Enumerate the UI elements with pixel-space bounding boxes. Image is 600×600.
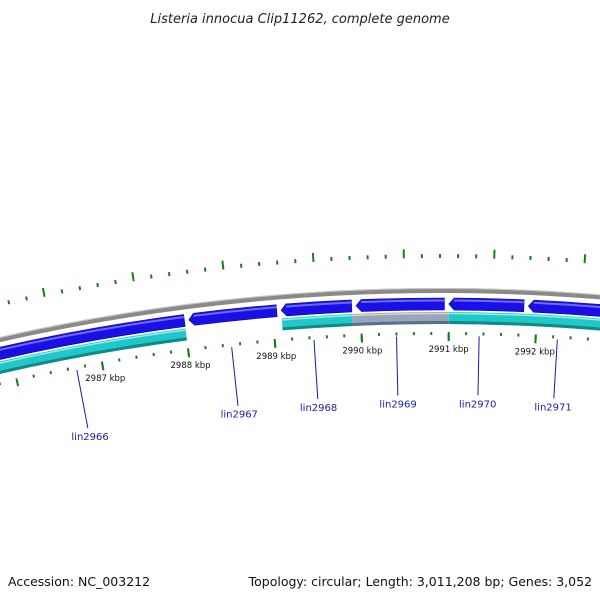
position-ticks: 2987 kbp 2988 kbp 2989 kbp 2990 kbp 2991 kbp… (85, 334, 555, 384)
gene-label-lin2967: lin2967 (221, 410, 258, 421)
backbone-highlight (0, 288, 600, 339)
map-title: Listeria innocua Clip11262, complete gen… (150, 12, 449, 27)
position-tick-label: 2992 kbp (515, 347, 555, 357)
position-tick-label: 2989 kbp (256, 352, 296, 362)
accession-text: Accession: NC_003212 (8, 574, 150, 589)
gc-skew-mark (15, 378, 20, 387)
reverse-gene-edge (352, 321, 449, 326)
reverse-gene-shine (281, 314, 353, 321)
position-tick-label: 2990 kbp (342, 347, 382, 357)
gene-labels: lin2966 lin2967 lin2968 lin2969 lin2970 lin29… (71, 336, 572, 443)
gc-skew-mark (311, 252, 315, 263)
gc-skew-mark (7, 300, 11, 305)
gene-leader-line (477, 336, 480, 396)
reverse-gene-edge (0, 337, 187, 374)
forward-gene-shine (361, 299, 445, 304)
genome-summary-text: Topology: circular; Length: 3,011,208 bp… (248, 574, 592, 589)
reverse-gene-shine (352, 312, 449, 317)
gc-skew-mark (25, 296, 28, 301)
gene-leader-line (553, 339, 558, 399)
forward-gene-shine (193, 306, 277, 317)
gc-skew-mark (49, 370, 53, 375)
forward-gene-shine (454, 299, 525, 304)
gene-leader-line (313, 340, 319, 399)
reverse-gene-edge (448, 321, 600, 331)
reverse-gene-shine (0, 329, 186, 364)
gc-skew-mark (96, 282, 99, 288)
gc-skew-mark (150, 274, 153, 279)
reverse-gene-shine (448, 312, 600, 321)
gc-skew-mark (60, 289, 64, 294)
backbone-arc (0, 288, 600, 343)
gc-skew-mark (167, 271, 171, 277)
gc-skew-mark (583, 254, 587, 264)
gc-skew-mark (221, 260, 225, 270)
position-tick-label: 2991 kbp (429, 345, 469, 355)
reverse-gene-edge (282, 322, 353, 331)
gene-label-lin2971: lin2971 (534, 402, 571, 413)
position-tick-label: 2987 kbp (85, 374, 125, 384)
reverse-strand-track (0, 312, 600, 374)
gene-label-lin2969: lin2969 (379, 399, 416, 410)
forward-gene-shine (0, 316, 185, 351)
forward-gene-shine (533, 301, 600, 308)
forward-gene-shine (286, 301, 352, 308)
position-tick (101, 363, 105, 371)
position-tick (273, 340, 277, 349)
gene-leader-line (76, 369, 89, 429)
gc-skew-mark (131, 272, 135, 282)
gc-skew-mark (78, 286, 82, 291)
gene-label-lin2966: lin2966 (71, 432, 108, 443)
gc-skew-mark (66, 367, 70, 371)
forward-strand-track (0, 297, 600, 360)
forward-gene-arrow (0, 314, 186, 360)
gene-label-lin2970: lin2970 (459, 399, 496, 410)
position-tick (187, 350, 191, 358)
position-tick-label: 2988 kbp (171, 361, 211, 371)
gene-label-lin2968: lin2968 (300, 403, 337, 414)
gc-skew-mark (41, 287, 46, 298)
gene-leader-line (396, 336, 399, 396)
gene-leader-line (231, 347, 239, 406)
backbone-track (0, 288, 600, 343)
gc-skew-mark (114, 279, 117, 285)
gc-skew-mark (32, 374, 36, 378)
gc-skew-mark (83, 364, 87, 368)
